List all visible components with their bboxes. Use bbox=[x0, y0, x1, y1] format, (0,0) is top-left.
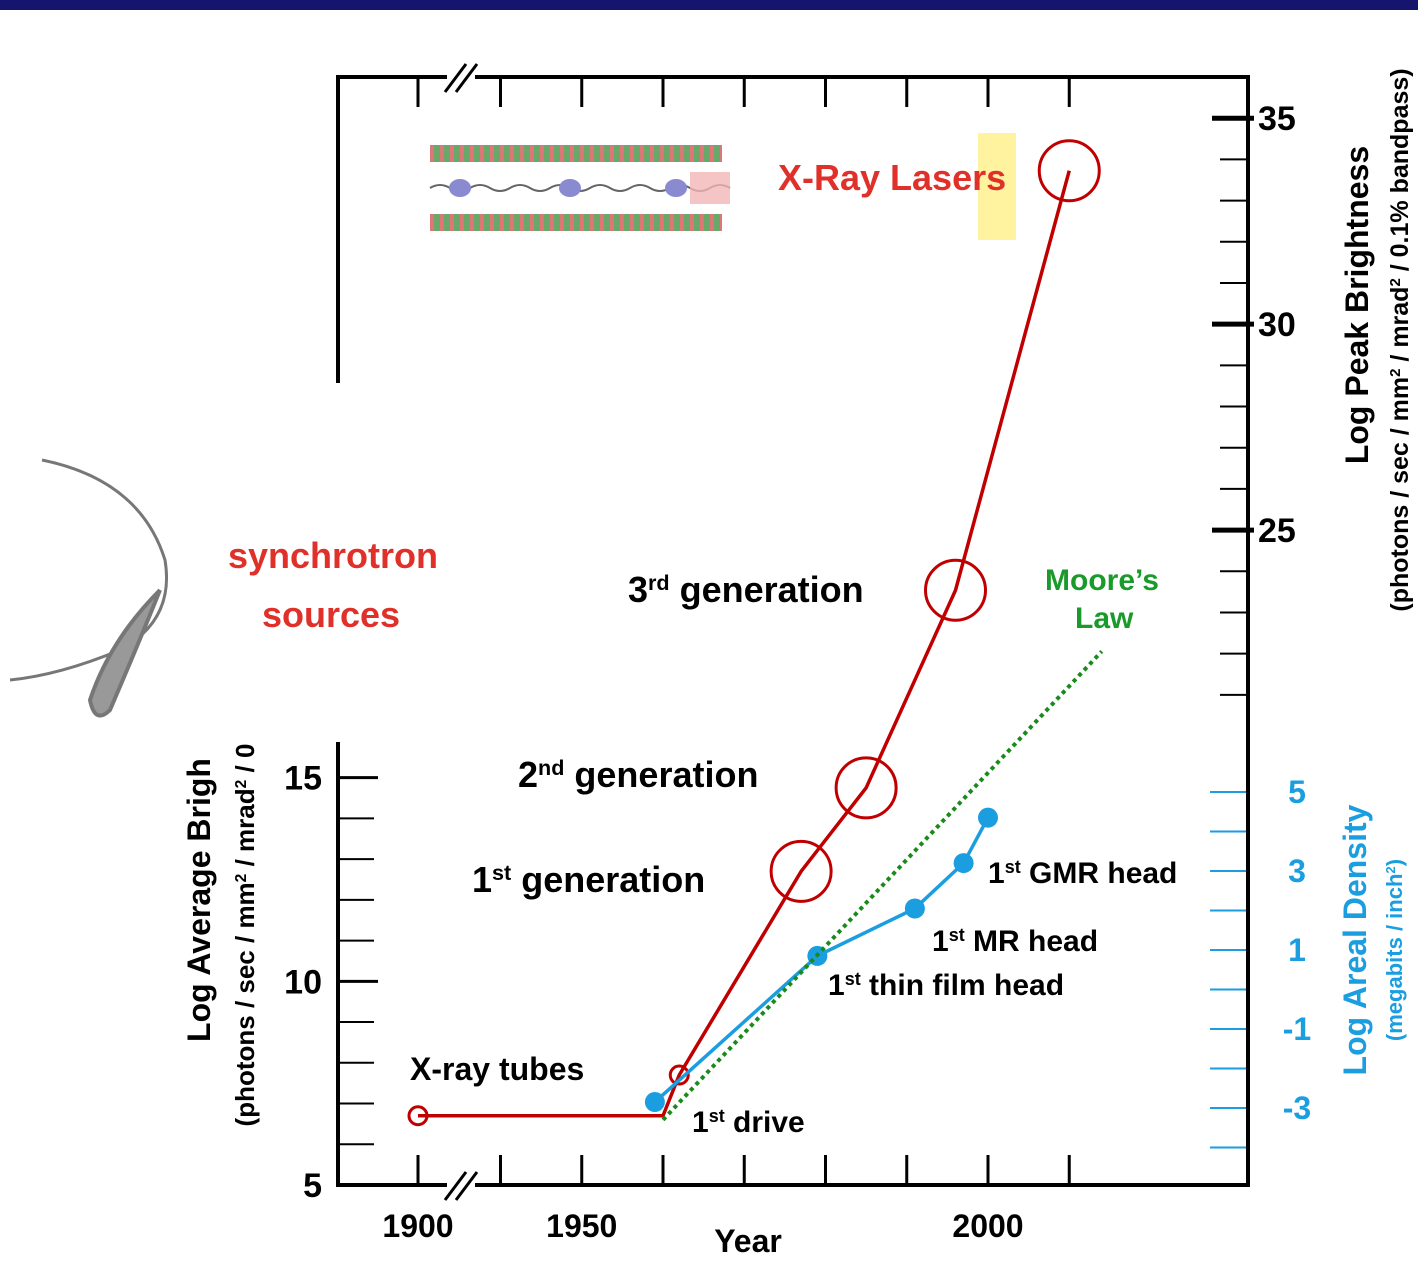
annotation: X-Ray Lasers bbox=[778, 157, 1006, 198]
annotation-part: MR head bbox=[965, 925, 1098, 958]
synchrotron-illustration bbox=[9, 458, 168, 718]
series-line bbox=[418, 170, 1071, 1118]
annotation-part: generation bbox=[511, 859, 705, 900]
series-line bbox=[661, 650, 1104, 1122]
annotation-part: 1 bbox=[828, 969, 845, 1002]
y2-tick-label: 35 bbox=[1258, 100, 1296, 138]
y-axis-subtitle: (photons / sec / mm2 / mrad2 / 0 bbox=[230, 744, 260, 1127]
annotation: Moore’s bbox=[1045, 564, 1159, 597]
annotation-part: st bbox=[949, 925, 965, 945]
annotation-part: 1 bbox=[472, 859, 492, 900]
annotation-part: GMR head bbox=[1021, 857, 1178, 890]
axis-break bbox=[443, 63, 479, 1201]
y2-tick-label: 25 bbox=[1258, 512, 1296, 550]
annotation: 1st generation bbox=[472, 859, 705, 900]
annotation-part: drive bbox=[725, 1106, 805, 1139]
y-axis-subtitle-part: 2 bbox=[233, 873, 250, 882]
y3-axis-subtitle-part: (megabits / inch bbox=[1382, 874, 1407, 1041]
annotation-part: rd bbox=[648, 570, 670, 595]
y3-axis-title: Log Areal Density bbox=[1337, 804, 1373, 1075]
y-axis-title: Log Average Brigh bbox=[181, 758, 217, 1042]
annotation: 1st GMR head bbox=[988, 857, 1177, 890]
y-axis-subtitle-part: / 0 bbox=[230, 744, 260, 780]
x-tick-label: 1900 bbox=[382, 1208, 453, 1244]
annotation-part: 2 bbox=[518, 754, 538, 795]
annotation-part: st bbox=[492, 860, 511, 885]
y-axis-subtitle-part: (photons / sec / mm bbox=[230, 882, 260, 1126]
y2-axis-title: Log Peak Brightness bbox=[1339, 146, 1375, 464]
annotation: 1st thin film head bbox=[828, 969, 1064, 1002]
annotation-part: st bbox=[845, 969, 861, 989]
annotation-part: thin film head bbox=[861, 969, 1064, 1002]
y3-tick-label: -3 bbox=[1283, 1090, 1311, 1126]
y3-axis-subtitle-part: ) bbox=[1382, 859, 1407, 866]
marker bbox=[978, 807, 998, 828]
annotation-part: st bbox=[1005, 857, 1021, 877]
y3-tick-label: 5 bbox=[1288, 774, 1306, 810]
annotation: X-ray tubes bbox=[410, 1051, 584, 1087]
top-bar bbox=[0, 0, 1418, 10]
annotation-part: 1 bbox=[988, 857, 1005, 890]
y2-axis-subtitle-part: 2 bbox=[1387, 369, 1404, 377]
annotation-part: 1 bbox=[932, 925, 949, 958]
y2-axis-subtitle-part: (photons / sec / mm bbox=[1386, 377, 1414, 612]
x-axis-title: Year bbox=[714, 1223, 782, 1259]
annotation-part: 1 bbox=[692, 1106, 709, 1139]
y3-tick-label: -1 bbox=[1283, 1011, 1311, 1047]
annotation: 1st MR head bbox=[932, 925, 1098, 958]
marker bbox=[644, 1092, 665, 1113]
y-tick-label: 10 bbox=[284, 963, 322, 1001]
y2-axis-subtitle: (photons / sec / mm2 / mrad2 / 0.1% band… bbox=[1386, 68, 1414, 611]
annotation: sources bbox=[262, 594, 400, 635]
annotation: synchrotron bbox=[228, 535, 438, 576]
marker bbox=[904, 898, 925, 919]
annotation-part: 3 bbox=[628, 569, 648, 610]
marker bbox=[953, 853, 974, 874]
x-tick-label: 1950 bbox=[546, 1208, 617, 1244]
frame bbox=[336, 75, 1250, 1187]
marker bbox=[407, 1105, 429, 1127]
marker bbox=[924, 558, 987, 622]
marker bbox=[769, 839, 833, 903]
annotation: 1st drive bbox=[692, 1106, 805, 1139]
marker bbox=[668, 1064, 690, 1086]
y3-axis-subtitle-part: 2 bbox=[1383, 866, 1398, 873]
y2-tick-label: 30 bbox=[1258, 306, 1296, 344]
annotation-part: generation bbox=[564, 754, 758, 795]
marker bbox=[834, 756, 898, 820]
annotation: 2nd generation bbox=[518, 754, 758, 795]
y-tick-label: 5 bbox=[303, 1167, 322, 1205]
y3-tick-label: 1 bbox=[1288, 932, 1306, 968]
annotation: Law bbox=[1075, 602, 1134, 635]
annotation-part: st bbox=[709, 1106, 725, 1126]
highlight bbox=[978, 133, 1016, 240]
y-axis-subtitle-part: / mrad bbox=[230, 788, 260, 873]
y-tick-label: 15 bbox=[284, 760, 322, 798]
annotation-part: nd bbox=[538, 755, 564, 780]
y2-axis-subtitle-part: 2 bbox=[1387, 278, 1404, 286]
y3-tick-label: 3 bbox=[1288, 853, 1306, 889]
y3-axis-subtitle: (megabits / inch2) bbox=[1382, 859, 1407, 1041]
y2-axis-subtitle-part: / 0.1% bandpass) bbox=[1386, 68, 1414, 278]
x-tick-label: 2000 bbox=[952, 1208, 1023, 1244]
annotation: 3rd generation bbox=[628, 569, 864, 610]
undulator-illustration bbox=[429, 145, 731, 231]
marker bbox=[1037, 139, 1101, 203]
annotation-part: generation bbox=[670, 569, 864, 610]
y2-axis-subtitle-part: / mrad bbox=[1386, 287, 1414, 369]
y-axis-subtitle-part: 2 bbox=[233, 779, 250, 788]
